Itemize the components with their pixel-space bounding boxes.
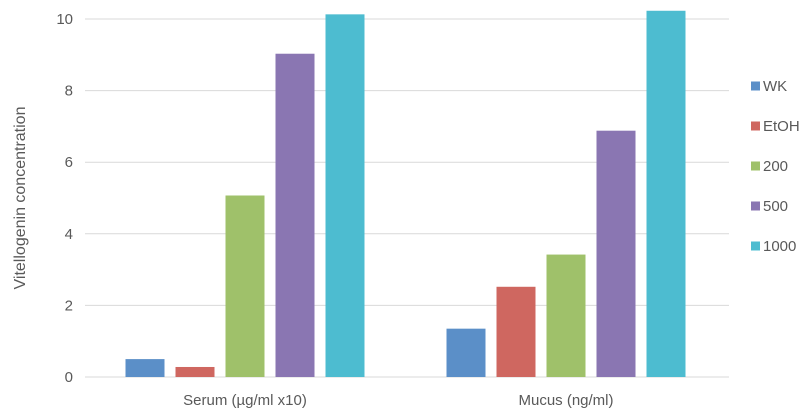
legend-label: 200 [763,158,788,175]
bar-500-mucus [596,130,636,377]
bar-200-serum [225,195,265,377]
y-tick-label: 2 [65,297,73,314]
y-tick-label: 8 [65,83,73,100]
y-tick-label: 10 [56,11,73,28]
x-tick-labels: Serum (µg/ml x10) Mucus (ng/ml) [183,392,613,409]
legend-label: EtOH [763,118,800,135]
bar-200-mucus [546,254,586,377]
bar-500-serum [275,53,315,377]
legend-swatch [751,201,760,211]
legend-label: 1000 [763,238,796,255]
bar-wk-mucus [446,328,486,377]
bar-etoh-serum [175,366,215,377]
y-axis-title: Vitellogenin concentration [12,107,29,290]
y-tick-label: 4 [65,226,73,243]
legend-label: WK [763,78,787,95]
legend: WK EtOH 200 500 1000 [751,78,800,255]
y-tick-label: 0 [65,369,73,386]
bar-1000-serum [325,14,365,377]
y-tick-labels: 0 2 4 6 8 10 [56,11,73,386]
bar-1000-mucus [646,10,686,378]
legend-swatch [751,81,760,91]
bars [125,10,686,378]
bar-wk-serum [125,359,165,377]
x-tick-label: Mucus (ng/ml) [518,392,613,409]
legend-swatch [751,161,760,171]
legend-label: 500 [763,198,788,215]
y-tick-label: 6 [65,154,73,171]
bar-etoh-mucus [496,286,536,377]
x-tick-label: Serum (µg/ml x10) [183,392,307,409]
legend-swatch [751,121,760,131]
legend-swatch [751,241,760,251]
